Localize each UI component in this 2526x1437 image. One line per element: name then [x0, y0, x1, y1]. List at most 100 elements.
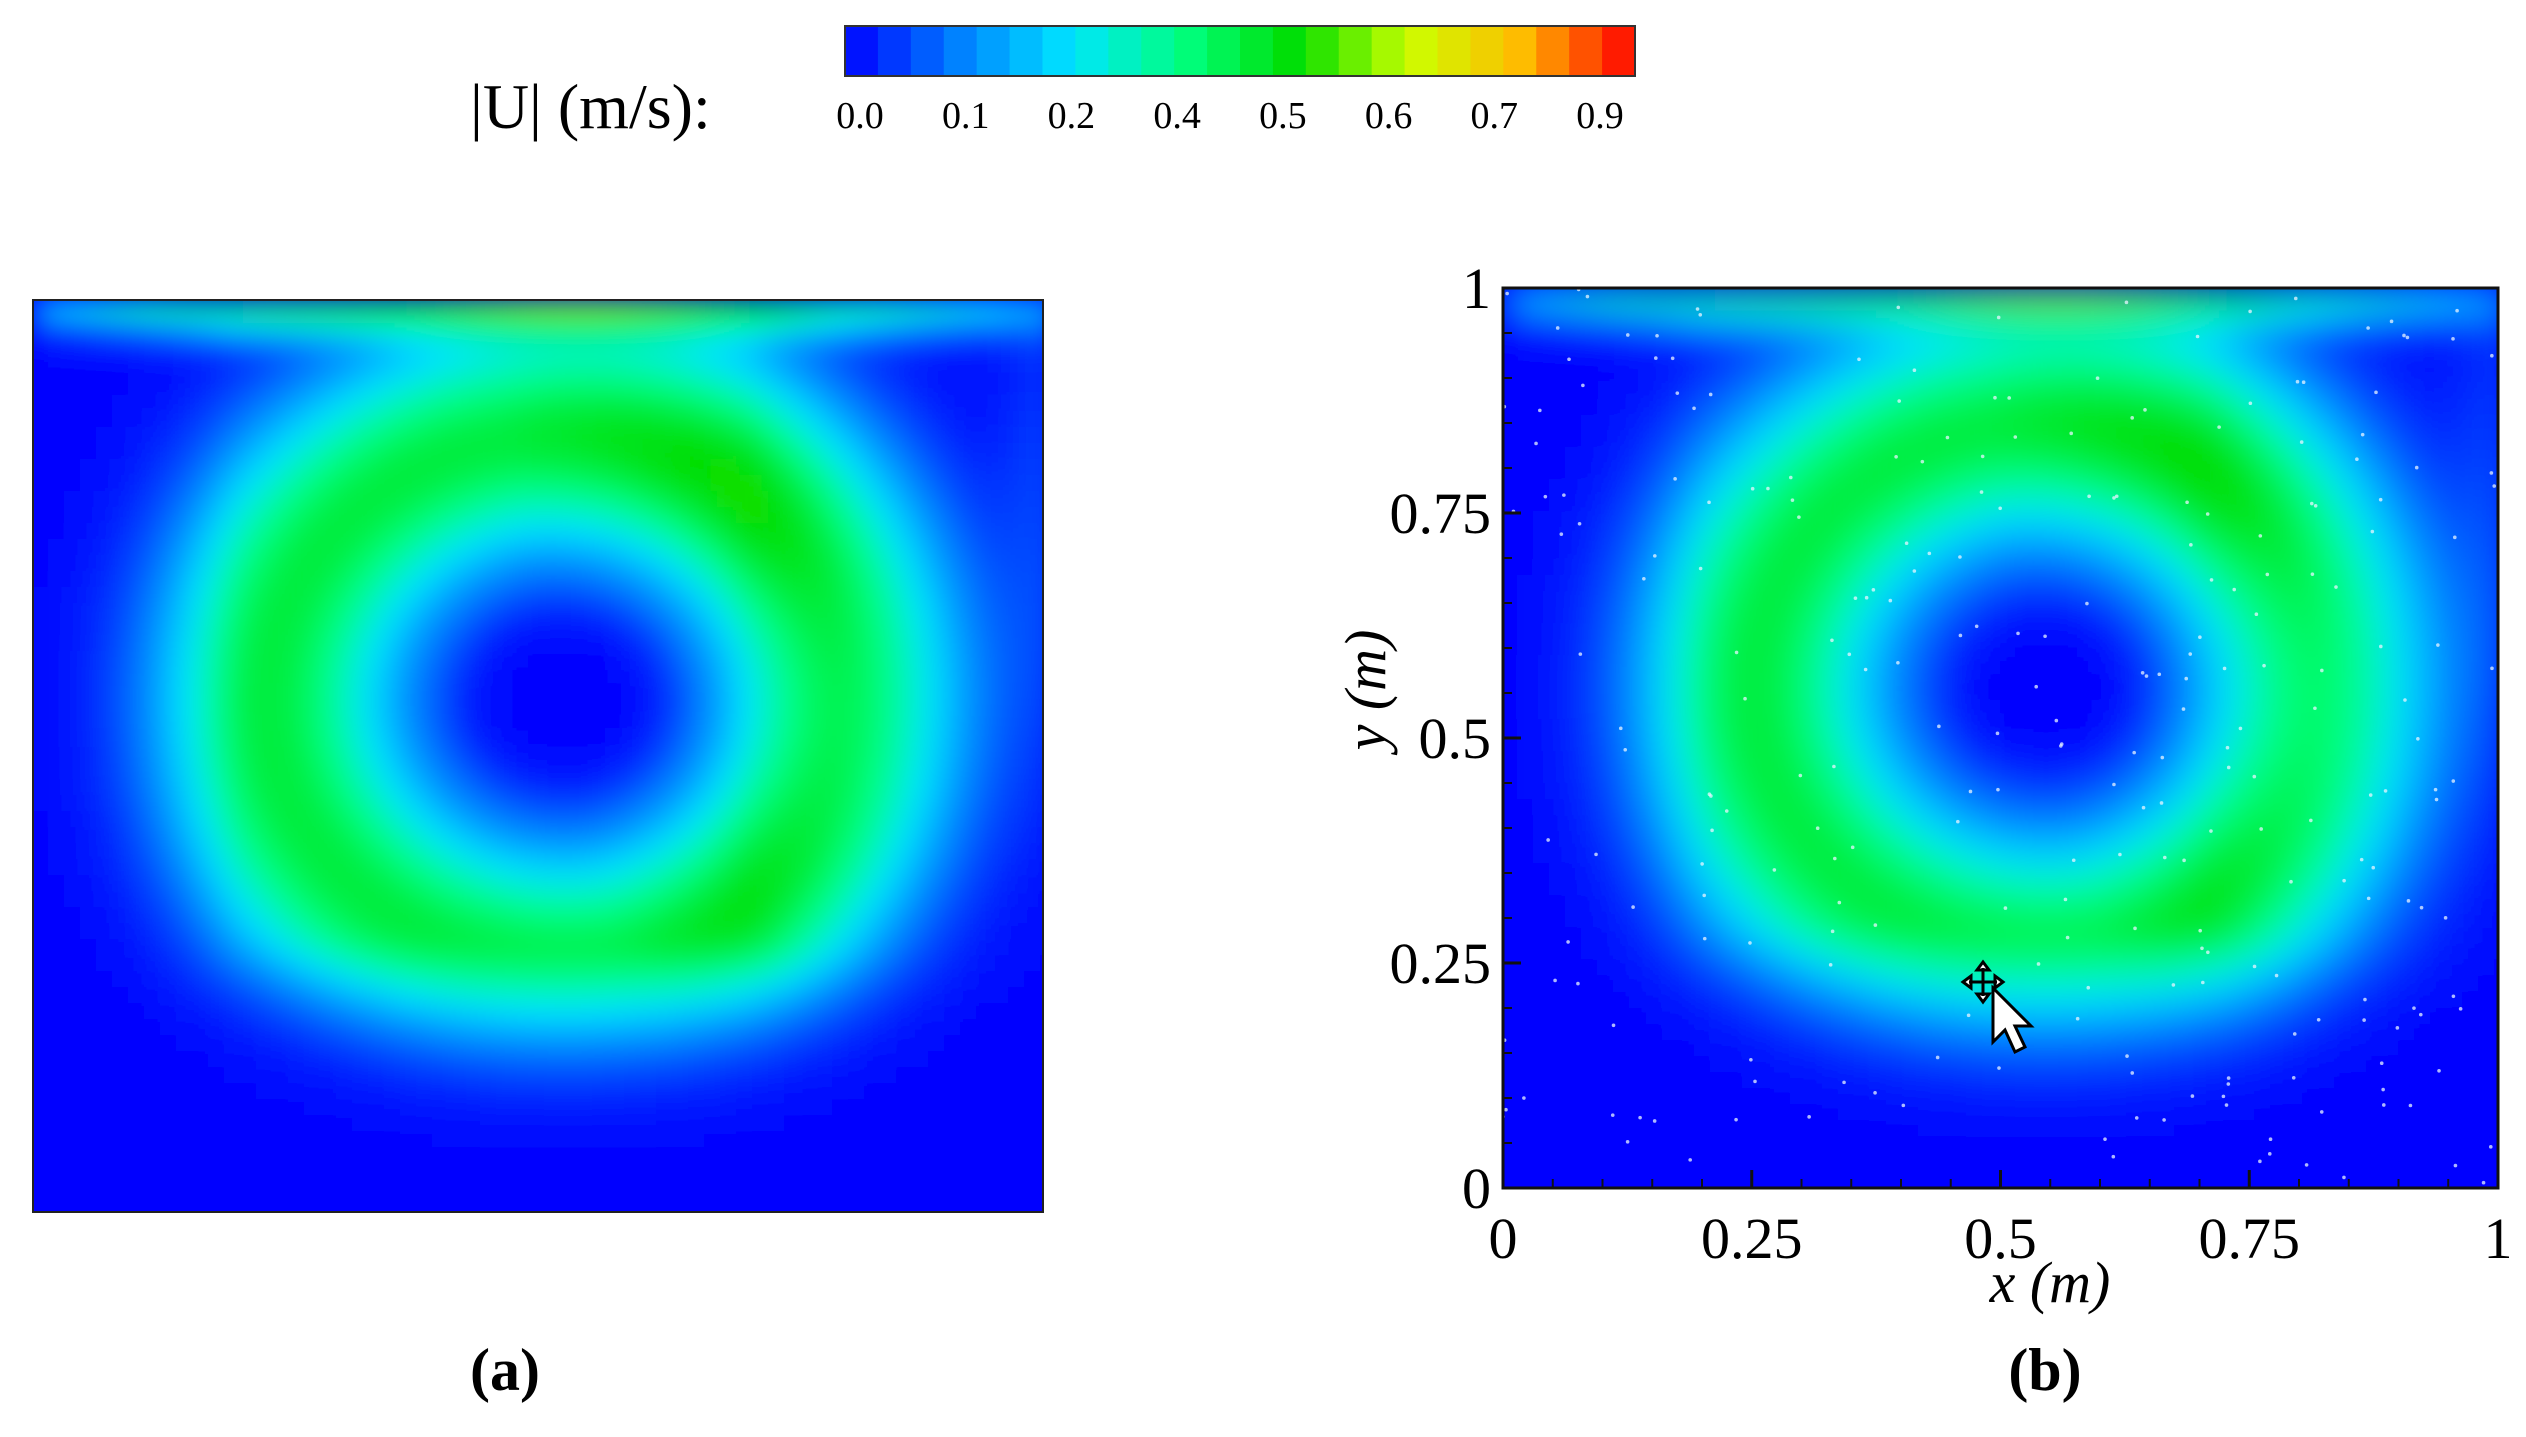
field-cell [1678, 447, 1696, 465]
field-cell [2350, 575, 2368, 593]
field-cell [2334, 495, 2352, 513]
field-cell [304, 763, 322, 781]
field-cell [224, 907, 242, 925]
field-cell [48, 411, 66, 429]
field-cell [976, 651, 994, 669]
field-cell [832, 571, 850, 589]
field-cell [208, 843, 226, 861]
field-cell [288, 667, 306, 685]
field-cell [2014, 591, 2032, 609]
field-cell [1024, 379, 1042, 397]
field-cell [480, 683, 498, 701]
field-cell [496, 1003, 514, 1021]
field-cell [112, 747, 130, 765]
field-cell [2030, 447, 2048, 465]
field-cell [368, 300, 386, 317]
field-cell [560, 300, 578, 317]
field-cell [160, 907, 178, 925]
field-cell [1024, 667, 1042, 685]
field-cell [1646, 431, 1664, 449]
field-cell [2302, 447, 2320, 465]
field-cell [336, 1147, 354, 1165]
field-cell [800, 923, 818, 941]
field-cell [848, 1019, 866, 1037]
field-cell [1024, 1131, 1042, 1149]
field-cell [192, 987, 210, 1005]
field-cell [336, 315, 354, 333]
field-cell [2350, 335, 2368, 353]
field-cell [576, 811, 594, 829]
field-cell [960, 1179, 978, 1197]
field-cell [496, 347, 514, 365]
field-cell [2094, 303, 2112, 321]
field-cell [992, 363, 1010, 381]
field-cell [112, 1163, 130, 1181]
field-cell [1774, 463, 1792, 481]
field-cell [240, 667, 258, 685]
field-cell [1918, 543, 1936, 561]
field-cell [704, 1051, 722, 1069]
field-cell [464, 987, 482, 1005]
field-cell [480, 811, 498, 829]
field-cell [64, 859, 82, 877]
field-cell [160, 491, 178, 509]
field-cell [320, 491, 338, 509]
field-cell [1742, 288, 1760, 305]
field-cell [592, 939, 610, 957]
field-cell [2462, 511, 2480, 529]
field-cell [832, 971, 850, 989]
field-cell [976, 587, 994, 605]
field-cell [1503, 367, 1520, 385]
field-cell [688, 315, 706, 333]
field-cell [2254, 495, 2272, 513]
field-cell [1838, 447, 1856, 465]
field-cell [512, 1051, 530, 1069]
field-cell [2494, 399, 2498, 417]
field-cell [432, 507, 450, 525]
field-cell [1838, 303, 1856, 321]
field-cell [1694, 495, 1712, 513]
field-cell [2270, 447, 2288, 465]
field-cell [272, 507, 290, 525]
field-cell [544, 891, 562, 909]
field-cell [224, 715, 242, 733]
field-cell [272, 907, 290, 925]
field-cell [1008, 747, 1026, 765]
field-cell [128, 971, 146, 989]
field-cell [208, 1163, 226, 1181]
field-cell [1998, 591, 2016, 609]
field-cell [320, 507, 338, 525]
field-cell [1694, 415, 1712, 433]
field-cell [208, 955, 226, 973]
field-cell [736, 555, 754, 573]
field-cell [416, 555, 434, 573]
field-cell [1870, 431, 1888, 449]
field-cell [1742, 479, 1760, 497]
field-cell [704, 587, 722, 605]
field-cell [640, 923, 658, 941]
field-cell [512, 1083, 530, 1101]
field-cell [928, 1179, 946, 1197]
field-cell [2254, 575, 2272, 593]
field-cell [592, 379, 610, 397]
field-cell [1838, 335, 1856, 353]
field-cell [464, 1163, 482, 1181]
field-cell [2318, 383, 2336, 401]
field-cell [480, 651, 498, 669]
field-cell [816, 1115, 834, 1133]
field-cell [1998, 367, 2016, 385]
field-cell [128, 843, 146, 861]
field-cell [144, 843, 162, 861]
field-cell [160, 539, 178, 557]
field-cell [608, 539, 626, 557]
field-cell [176, 795, 194, 813]
field-cell [288, 923, 306, 941]
field-cell [416, 747, 434, 765]
field-cell [1966, 319, 1984, 337]
field-cell [864, 347, 882, 365]
field-cell [800, 315, 818, 333]
field-cell [912, 715, 930, 733]
field-cell [640, 523, 658, 541]
field-cell [2190, 431, 2208, 449]
field-cell [320, 811, 338, 829]
